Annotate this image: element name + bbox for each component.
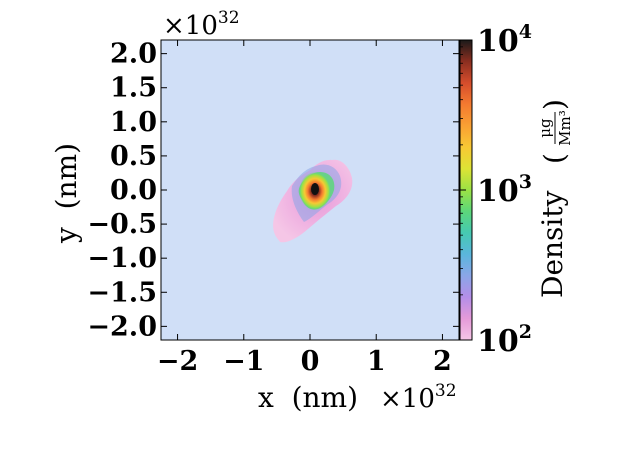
colorbar-tick-label: 104 (477, 21, 532, 59)
x-axis-ticks: −2 −1 0 1 2 (157, 40, 452, 377)
y-axis-multiplier: ×1032 (163, 8, 240, 41)
y-tick-label: 0.5 (110, 141, 157, 172)
y-tick-label: 1.5 (110, 73, 157, 104)
x-axis-label: x (nm) (258, 381, 358, 414)
colorbar-unit-close-paren: ) (538, 99, 571, 110)
colorbar-title: Density (536, 190, 569, 298)
x-axis-multiplier: ×1032 (380, 381, 457, 414)
colorbar-ticks: 104 103 102 (460, 21, 532, 359)
y-tick-label: 2.0 (110, 39, 157, 70)
colorbar-label: Density ( μg Mm³ ) (536, 99, 574, 298)
colorbar-unit-open-paren: ( (538, 153, 571, 164)
y-axis-label: y (nm) (50, 143, 83, 244)
colorbar-tick-label: 103 (477, 171, 532, 209)
y-tick-label: −1.5 (87, 277, 157, 308)
y-tick-label: 1.0 (110, 107, 157, 138)
cloud-peak (311, 183, 319, 195)
colorbar-tick-label: 102 (477, 321, 532, 359)
x-tick-label: −2 (157, 346, 198, 377)
y-tick-label: −2.0 (87, 311, 157, 342)
x-tick-label: 0 (301, 346, 320, 377)
x-tick-label: 1 (367, 346, 386, 377)
density-cloud (273, 159, 353, 243)
x-tick-label: 2 (433, 346, 452, 377)
y-tick-label: 0.0 (110, 175, 157, 206)
colorbar-unit-denominator: Mm³ (556, 110, 574, 146)
y-axis-ticks: 2.01.51.00.50.0−0.5−1.0−1.5−2.0 (87, 39, 459, 342)
x-tick-label: −1 (223, 346, 264, 377)
y-tick-label: −0.5 (87, 209, 157, 240)
colorbar-unit-numerator: μg (536, 118, 554, 138)
y-tick-label: −1.0 (87, 243, 157, 274)
